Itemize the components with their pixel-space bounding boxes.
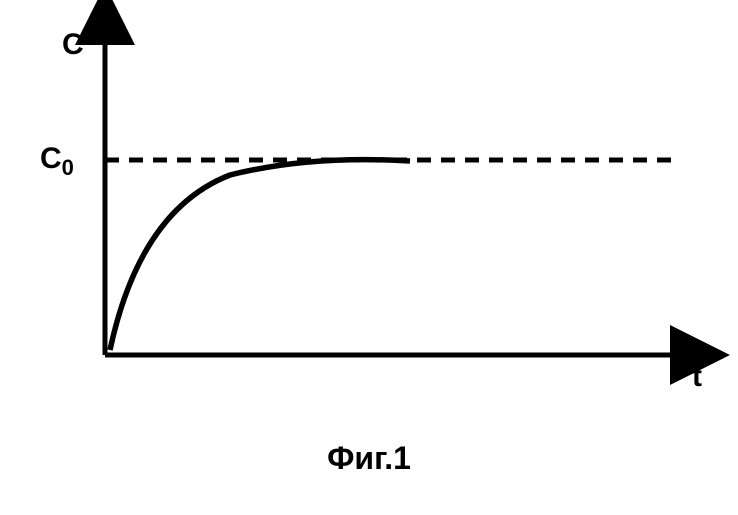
asymptote-label-sub: 0	[62, 155, 74, 180]
y-axis-label: C	[62, 28, 84, 62]
x-axis-label: t	[692, 360, 702, 394]
exponential-approach-chart: C t C0 Фиг.1	[0, 0, 738, 510]
chart-svg	[0, 0, 738, 510]
figure-caption: Фиг.1	[0, 440, 738, 477]
asymptote-label-main: C	[40, 142, 62, 175]
curve	[110, 160, 410, 350]
asymptote-label: C0	[40, 142, 74, 181]
